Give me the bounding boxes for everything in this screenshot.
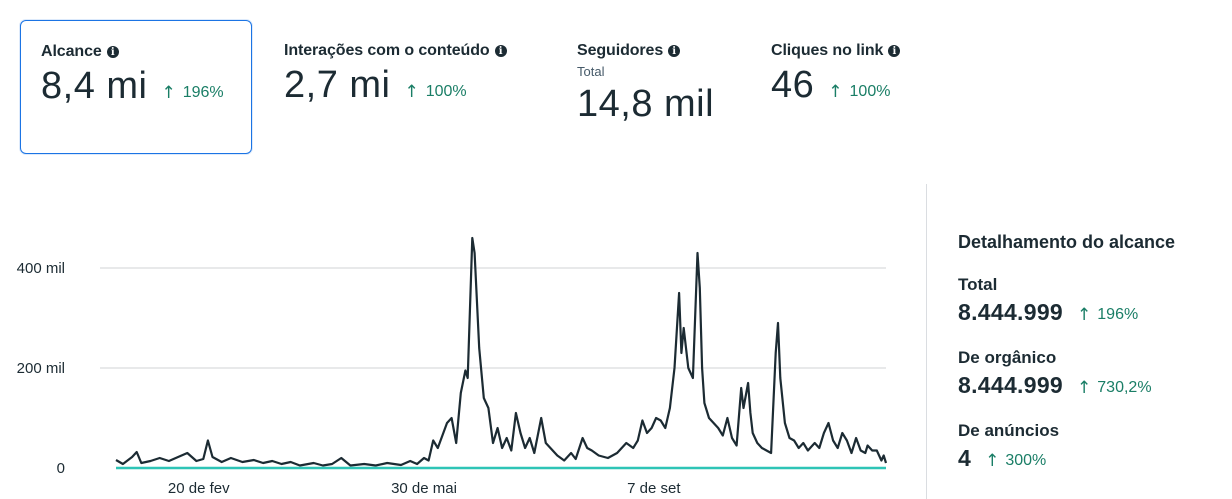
breakdown-delta-value: 196% (1097, 306, 1139, 323)
metric-delta: ↑ 100% (828, 82, 890, 102)
breakdown-item-ads: De anúncios 4 ↑ 300% (958, 421, 1228, 472)
metric-value: 46 (771, 64, 815, 106)
y-tick-label: 400 mil (17, 260, 65, 277)
arrow-up-icon: ↑ (1077, 305, 1092, 325)
breakdown-delta-value: 730,2% (1097, 379, 1152, 396)
info-icon[interactable]: i (888, 45, 901, 57)
breakdown-value: 8.444.999 (958, 299, 1064, 325)
metric-value: 2,7 mi (284, 64, 391, 106)
breakdown-delta: ↑ 300% (985, 451, 1046, 471)
metric-delta-value: 196% (182, 84, 224, 101)
breakdown-delta: ↑ 730,2% (1077, 378, 1152, 398)
metric-title: Cliques no link (771, 42, 884, 59)
metric-value-row: 46 ↑ 100% (771, 62, 941, 108)
metric-card-reach[interactable]: Alcance i 8,4 mi ↑ 196% (20, 20, 252, 154)
metric-delta-value: 100% (425, 83, 467, 100)
metric-subtitle: Total (577, 64, 605, 79)
info-icon[interactable]: i (494, 45, 507, 57)
y-tick-label: 0 (57, 460, 65, 477)
breakdown-item-organic: De orgânico 8.444.999 ↑ 730,2% (958, 348, 1228, 399)
arrow-up-icon: ↑ (404, 82, 419, 102)
metric-delta: ↑ 100% (404, 82, 466, 102)
x-tick-label: 7 de set (627, 480, 681, 497)
metric-value-row: 2,7 mi ↑ 100% (284, 62, 554, 108)
info-icon[interactable]: i (106, 46, 119, 58)
metric-card-interactions[interactable]: Interações com o conteúdo i 2,7 mi ↑ 100… (264, 20, 554, 154)
panel-divider (926, 184, 927, 499)
series-line-reach (115, 236, 888, 467)
metric-value-row: 8,4 mi ↑ 196% (41, 63, 251, 109)
metric-title-row: Interações com o conteúdo i (284, 42, 554, 60)
metric-title: Alcance (41, 43, 102, 60)
breakdown-title: Detalhamento do alcance (958, 232, 1176, 252)
reach-line-chart[interactable]: 0 200 mil 400 mil 20 de fev 30 de mai 7 de se… (0, 200, 900, 499)
metric-value-row: 14,8 mil (577, 81, 737, 127)
metric-value: 8,4 mi (41, 65, 148, 107)
breakdown-item-total: Total 8.444.999 ↑ 196% (958, 275, 1228, 326)
breakdown-value: 8.444.999 (958, 372, 1064, 398)
breakdown-label: Total (958, 275, 998, 294)
metric-title-row: Seguidores i (577, 42, 737, 60)
metric-title-row: Alcance i (41, 43, 251, 61)
x-tick-label: 20 de fev (168, 480, 230, 497)
metric-title-row: Cliques no link i (771, 42, 941, 60)
breakdown-value: 4 (958, 445, 972, 471)
breakdown-row: 8.444.999 ↑ 730,2% (958, 372, 1228, 399)
arrow-up-icon: ↑ (1077, 378, 1092, 398)
info-icon[interactable]: i (668, 45, 681, 57)
arrow-up-icon: ↑ (161, 83, 176, 103)
breakdown-delta: ↑ 196% (1077, 305, 1138, 325)
metric-card-link-clicks[interactable]: Cliques no link i 46 ↑ 100% (751, 20, 941, 154)
metric-value: 14,8 mil (577, 83, 715, 125)
arrow-up-icon: ↑ (985, 451, 1000, 471)
metric-card-followers[interactable]: Seguidores i Total 14,8 mil (557, 20, 737, 154)
y-tick-label: 200 mil (17, 360, 65, 377)
metric-title: Seguidores (577, 42, 664, 59)
metric-delta-value: 100% (849, 83, 891, 100)
breakdown-label: De orgânico (958, 348, 1057, 367)
breakdown-row: 8.444.999 ↑ 196% (958, 299, 1228, 326)
breakdown-label: De anúncios (958, 421, 1060, 440)
arrow-up-icon: ↑ (828, 82, 843, 102)
breakdown-delta-value: 300% (1005, 452, 1047, 469)
breakdown-row: 4 ↑ 300% (958, 445, 1228, 472)
x-tick-label: 30 de mai (391, 480, 457, 497)
metric-title: Interações com o conteúdo (284, 42, 490, 59)
metric-delta: ↑ 196% (161, 83, 223, 103)
reach-breakdown-panel: Detalhamento do alcance Total 8.444.999 … (958, 232, 1228, 472)
